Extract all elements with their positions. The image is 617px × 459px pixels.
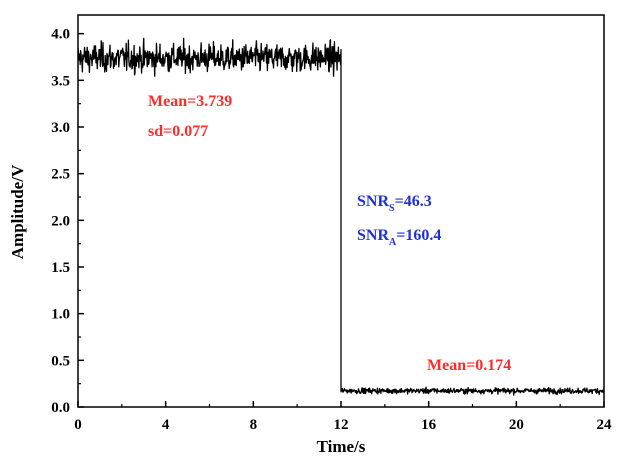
x-tick-label: 12 xyxy=(334,417,349,433)
annotation-snr-a-sub: A xyxy=(389,237,397,248)
ticks-layer: 0 4 8 12 16 20 24 0.0 0.5 1.0 1.5 2.0 2.5 3.0 3.5 4.0 xyxy=(51,27,612,433)
y-tick-label: 0.5 xyxy=(51,353,70,369)
y-tick-label: 2.0 xyxy=(51,213,70,229)
annotation-mean-low: Mean=0.174 xyxy=(427,357,511,374)
annotation-sd: sd=0.077 xyxy=(148,123,208,140)
y-tick-label: 3.0 xyxy=(51,120,70,136)
annotation-mean-high: Mean=3.739 xyxy=(148,93,232,110)
annotation-snr-s-base: SNR xyxy=(357,193,389,210)
y-tick-label: 1.0 xyxy=(51,307,70,323)
annotation-snr-a-base: SNR xyxy=(357,227,389,244)
plot-frame xyxy=(77,14,605,408)
y-tick-label: 1.5 xyxy=(51,260,70,276)
y-tick-label: 4.0 xyxy=(51,27,70,43)
y-tick-label: 2.5 xyxy=(51,167,70,183)
x-tick-label: 0 xyxy=(74,417,82,433)
x-tick-label: 16 xyxy=(421,417,437,433)
x-tick-label: 4 xyxy=(162,417,170,433)
annotation-snr-a-value: =160.4 xyxy=(396,227,441,244)
annotation-snr-s-sub: S xyxy=(389,203,395,214)
annotation-snr-s-value: =46.3 xyxy=(395,193,432,210)
x-tick-label: 24 xyxy=(597,417,613,433)
y-tick-label: 0.0 xyxy=(51,400,70,416)
series-layer xyxy=(77,37,605,396)
x-axis-title: Time/s xyxy=(317,437,366,456)
signal-line xyxy=(77,37,605,396)
y-axis-title: Amplitude/V xyxy=(8,164,27,259)
x-tick-label: 20 xyxy=(509,417,524,433)
y-tick-label: 3.5 xyxy=(51,73,70,89)
annotation-snr-a: SNRA=160.4 xyxy=(357,227,441,248)
x-tick-label: 8 xyxy=(250,417,258,433)
annotation-snr-s: SNRS=46.3 xyxy=(357,193,432,214)
